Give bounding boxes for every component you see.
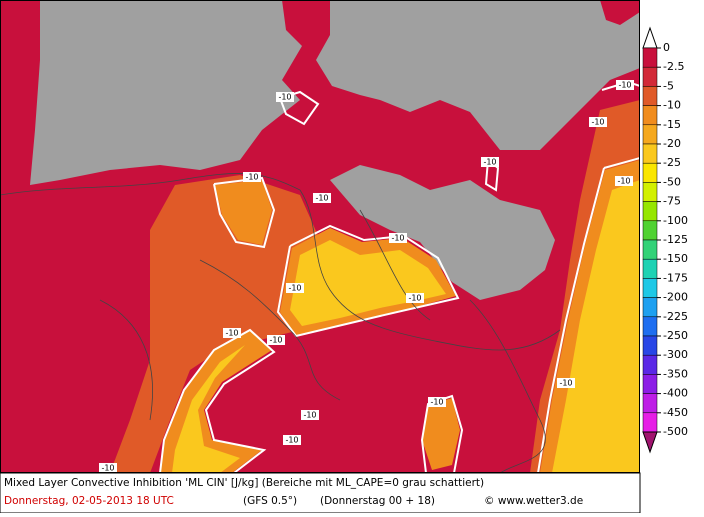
contour-label-box — [428, 397, 446, 407]
legend-swatch — [642, 47, 658, 68]
no-cape-area — [30, 0, 302, 185]
caption-date: Donnerstag, 02-05-2013 18 UTC — [4, 495, 174, 507]
legend-label: -15 — [663, 118, 681, 131]
contour-label: -10 — [559, 379, 572, 388]
legend-swatch — [642, 278, 658, 298]
legend-label: -225 — [663, 310, 688, 323]
legend-swatch — [642, 162, 658, 183]
contour-label-box — [481, 157, 499, 167]
contour-label-box — [223, 328, 241, 338]
contour-label-box — [99, 463, 117, 473]
contour-label: -10 — [278, 93, 291, 102]
cin-area — [290, 240, 446, 326]
legend-arrow-bottom — [642, 431, 658, 454]
caption: Mixed Layer Convective Inhibition 'ML CI… — [0, 472, 641, 514]
legend-swatch — [642, 143, 658, 164]
legend-swatch — [642, 124, 658, 145]
caption-box — [0, 472, 641, 514]
contour-label: -10 — [617, 177, 630, 186]
legend-swatch — [642, 412, 658, 433]
legend-label: -2.5 — [663, 60, 684, 73]
cin-area — [552, 180, 640, 473]
legend-swatch — [642, 182, 658, 202]
contour-label-box — [313, 193, 331, 203]
map: -10 -10 -10 -10 -10 -10 -10 -10 -10 -10 -10 -10 -10 -… — [0, 0, 641, 474]
caption-title: Mixed Layer Convective Inhibition 'ML CI… — [4, 477, 484, 489]
color-legend: 0 -2.5 -5 -10 -15 -20 -25 -50 -75 -100 -125 -150 -17… — [642, 26, 688, 454]
contour-label: -10 — [408, 294, 421, 303]
contour-label: -10 — [288, 284, 301, 293]
contour-label: -10 — [315, 194, 328, 203]
legend-label: -25 — [663, 156, 681, 169]
contour-label-box — [557, 378, 575, 388]
contour-label-box — [406, 293, 424, 303]
contour-label: -10 — [430, 398, 443, 407]
legend-label: -450 — [663, 406, 688, 419]
caption-model: (GFS 0.5°) — [243, 495, 297, 507]
contour-label-box — [616, 80, 634, 90]
legend-label: -75 — [663, 195, 681, 208]
legend-swatch — [642, 86, 658, 106]
legend-label: -500 — [663, 425, 688, 438]
legend-label: -175 — [663, 271, 688, 284]
legend-label: -150 — [663, 252, 688, 265]
cin-area — [110, 175, 330, 473]
borders — [0, 173, 561, 474]
contours — [159, 80, 641, 474]
cin-area — [422, 398, 460, 470]
legend-label: 0 — [663, 41, 670, 54]
legend-label: -10 — [663, 99, 681, 112]
legend-label: -350 — [663, 367, 688, 380]
no-cape-area — [330, 165, 555, 300]
legend-label: -300 — [663, 348, 688, 361]
legend-label: -5 — [663, 79, 674, 92]
legend-label: -100 — [663, 214, 688, 227]
legend-arrow-top — [642, 26, 658, 49]
contour-label-box — [589, 117, 607, 127]
contour-labels: -10 -10 -10 -10 -10 -10 -10 -10 -10 -10 -10 -10 -10 -… — [99, 80, 634, 473]
contour-label-box — [389, 233, 407, 243]
contour-label-box — [615, 176, 633, 186]
legend-swatch — [642, 201, 658, 222]
contour-label-box — [283, 435, 301, 445]
contour-label: -10 — [285, 436, 298, 445]
legend-label: -400 — [663, 387, 688, 400]
legend-swatch — [642, 374, 658, 394]
contour-label-box — [301, 410, 319, 420]
legend-swatch — [642, 66, 658, 87]
legend-label: -20 — [663, 137, 681, 150]
contour-label-box — [267, 335, 285, 345]
legend-swatch — [642, 220, 658, 241]
contour-label: -10 — [618, 81, 631, 90]
legend-label: -200 — [663, 291, 688, 304]
caption-run: (Donnerstag 00 + 18) — [320, 495, 435, 507]
contour-label-box — [276, 92, 294, 102]
contour-label: -10 — [303, 411, 316, 420]
contour-label: -10 — [483, 158, 496, 167]
legend-swatch — [642, 335, 658, 356]
legend-label: -50 — [663, 175, 681, 188]
legend-swatch — [642, 316, 658, 337]
contour-label-box — [243, 172, 261, 182]
contour-label: -10 — [101, 464, 114, 473]
contour-label: -10 — [245, 173, 258, 182]
contour-label: -10 — [591, 118, 604, 127]
cin-area — [215, 180, 272, 245]
legend-swatch — [642, 297, 658, 318]
cin-area — [172, 345, 245, 473]
legend-swatch — [642, 393, 658, 414]
contour-label: -10 — [225, 329, 238, 338]
contour-label-box — [286, 283, 304, 293]
caption-credit: © www.wetter3.de — [484, 495, 583, 507]
legend-label: -250 — [663, 329, 688, 342]
legend-label: -125 — [663, 233, 688, 246]
legend-swatch — [642, 239, 658, 260]
no-cape-area — [316, 0, 640, 150]
legend-swatch — [642, 105, 658, 126]
legend-swatch — [642, 258, 658, 279]
legend-swatch — [642, 354, 658, 375]
contour-label: -10 — [269, 336, 282, 345]
contour-label: -10 — [391, 234, 404, 243]
